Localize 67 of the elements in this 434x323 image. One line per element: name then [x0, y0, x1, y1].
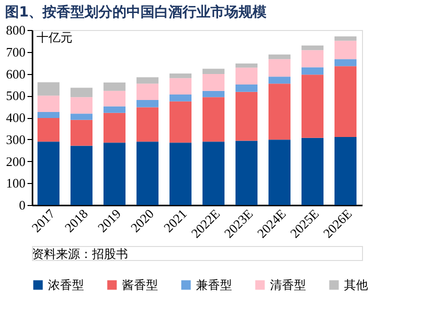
bar — [70, 88, 92, 98]
bar — [136, 77, 158, 84]
bar — [170, 142, 192, 205]
bar — [302, 67, 324, 75]
bar — [170, 74, 192, 78]
bar — [104, 112, 126, 143]
y-tick-label: 400 — [6, 110, 26, 125]
y-tick-label: 800 — [6, 22, 26, 38]
bar — [334, 36, 356, 41]
bar — [236, 92, 258, 141]
bar — [268, 59, 290, 77]
y-tick-label: 0 — [19, 198, 26, 212]
legend-label: 清香型 — [270, 278, 306, 292]
bar — [334, 66, 356, 137]
bar — [70, 97, 92, 114]
bar — [70, 114, 92, 120]
bar — [268, 54, 290, 60]
bar — [334, 136, 356, 205]
bar — [302, 46, 324, 50]
bar — [104, 82, 126, 91]
y-tick-label: 600 — [6, 66, 26, 82]
bar — [202, 74, 224, 91]
bar — [170, 101, 192, 143]
bar — [202, 97, 224, 142]
legend-label: 酱香型 — [122, 278, 158, 292]
y-tick-label: 700 — [6, 44, 26, 60]
bar — [104, 106, 126, 113]
bar — [104, 90, 126, 106]
bar — [170, 78, 192, 95]
bar — [236, 68, 258, 84]
bar — [268, 84, 290, 140]
bar — [236, 140, 258, 205]
bar — [38, 112, 60, 118]
y-axis-title: 十亿元 — [36, 30, 72, 44]
bar — [334, 40, 356, 60]
bar — [70, 120, 92, 146]
bar — [268, 140, 290, 205]
bar — [302, 138, 324, 205]
bar — [136, 100, 158, 108]
text: 资料来源：招股书 — [32, 247, 128, 261]
bar — [38, 118, 60, 142]
bar — [104, 142, 126, 205]
y-tick-label: 500 — [6, 88, 26, 104]
bar — [202, 142, 224, 205]
bar — [236, 63, 258, 68]
y-tick-label: 200 — [6, 154, 26, 169]
bar — [70, 146, 92, 205]
legend-label: 其他 — [344, 278, 368, 292]
bar — [236, 84, 258, 92]
bar — [38, 142, 60, 205]
bar — [136, 142, 158, 205]
chart-title: 图1、按香型划分的中国白酒行业市场规模 — [5, 4, 268, 20]
bar — [202, 90, 224, 98]
y-tick-label: 300 — [6, 132, 26, 147]
bar — [302, 74, 324, 138]
y-tick-label: 100 — [6, 176, 26, 191]
bar — [38, 96, 60, 112]
bar — [302, 50, 324, 68]
bar — [136, 107, 158, 142]
legend-label: 兼香型 — [196, 278, 232, 292]
bar — [170, 94, 192, 102]
bar — [38, 82, 60, 96]
bar — [268, 76, 290, 84]
bar — [334, 59, 356, 66]
bar — [202, 68, 224, 74]
legend-label: 浓香型 — [48, 278, 84, 292]
bar — [136, 84, 158, 100]
